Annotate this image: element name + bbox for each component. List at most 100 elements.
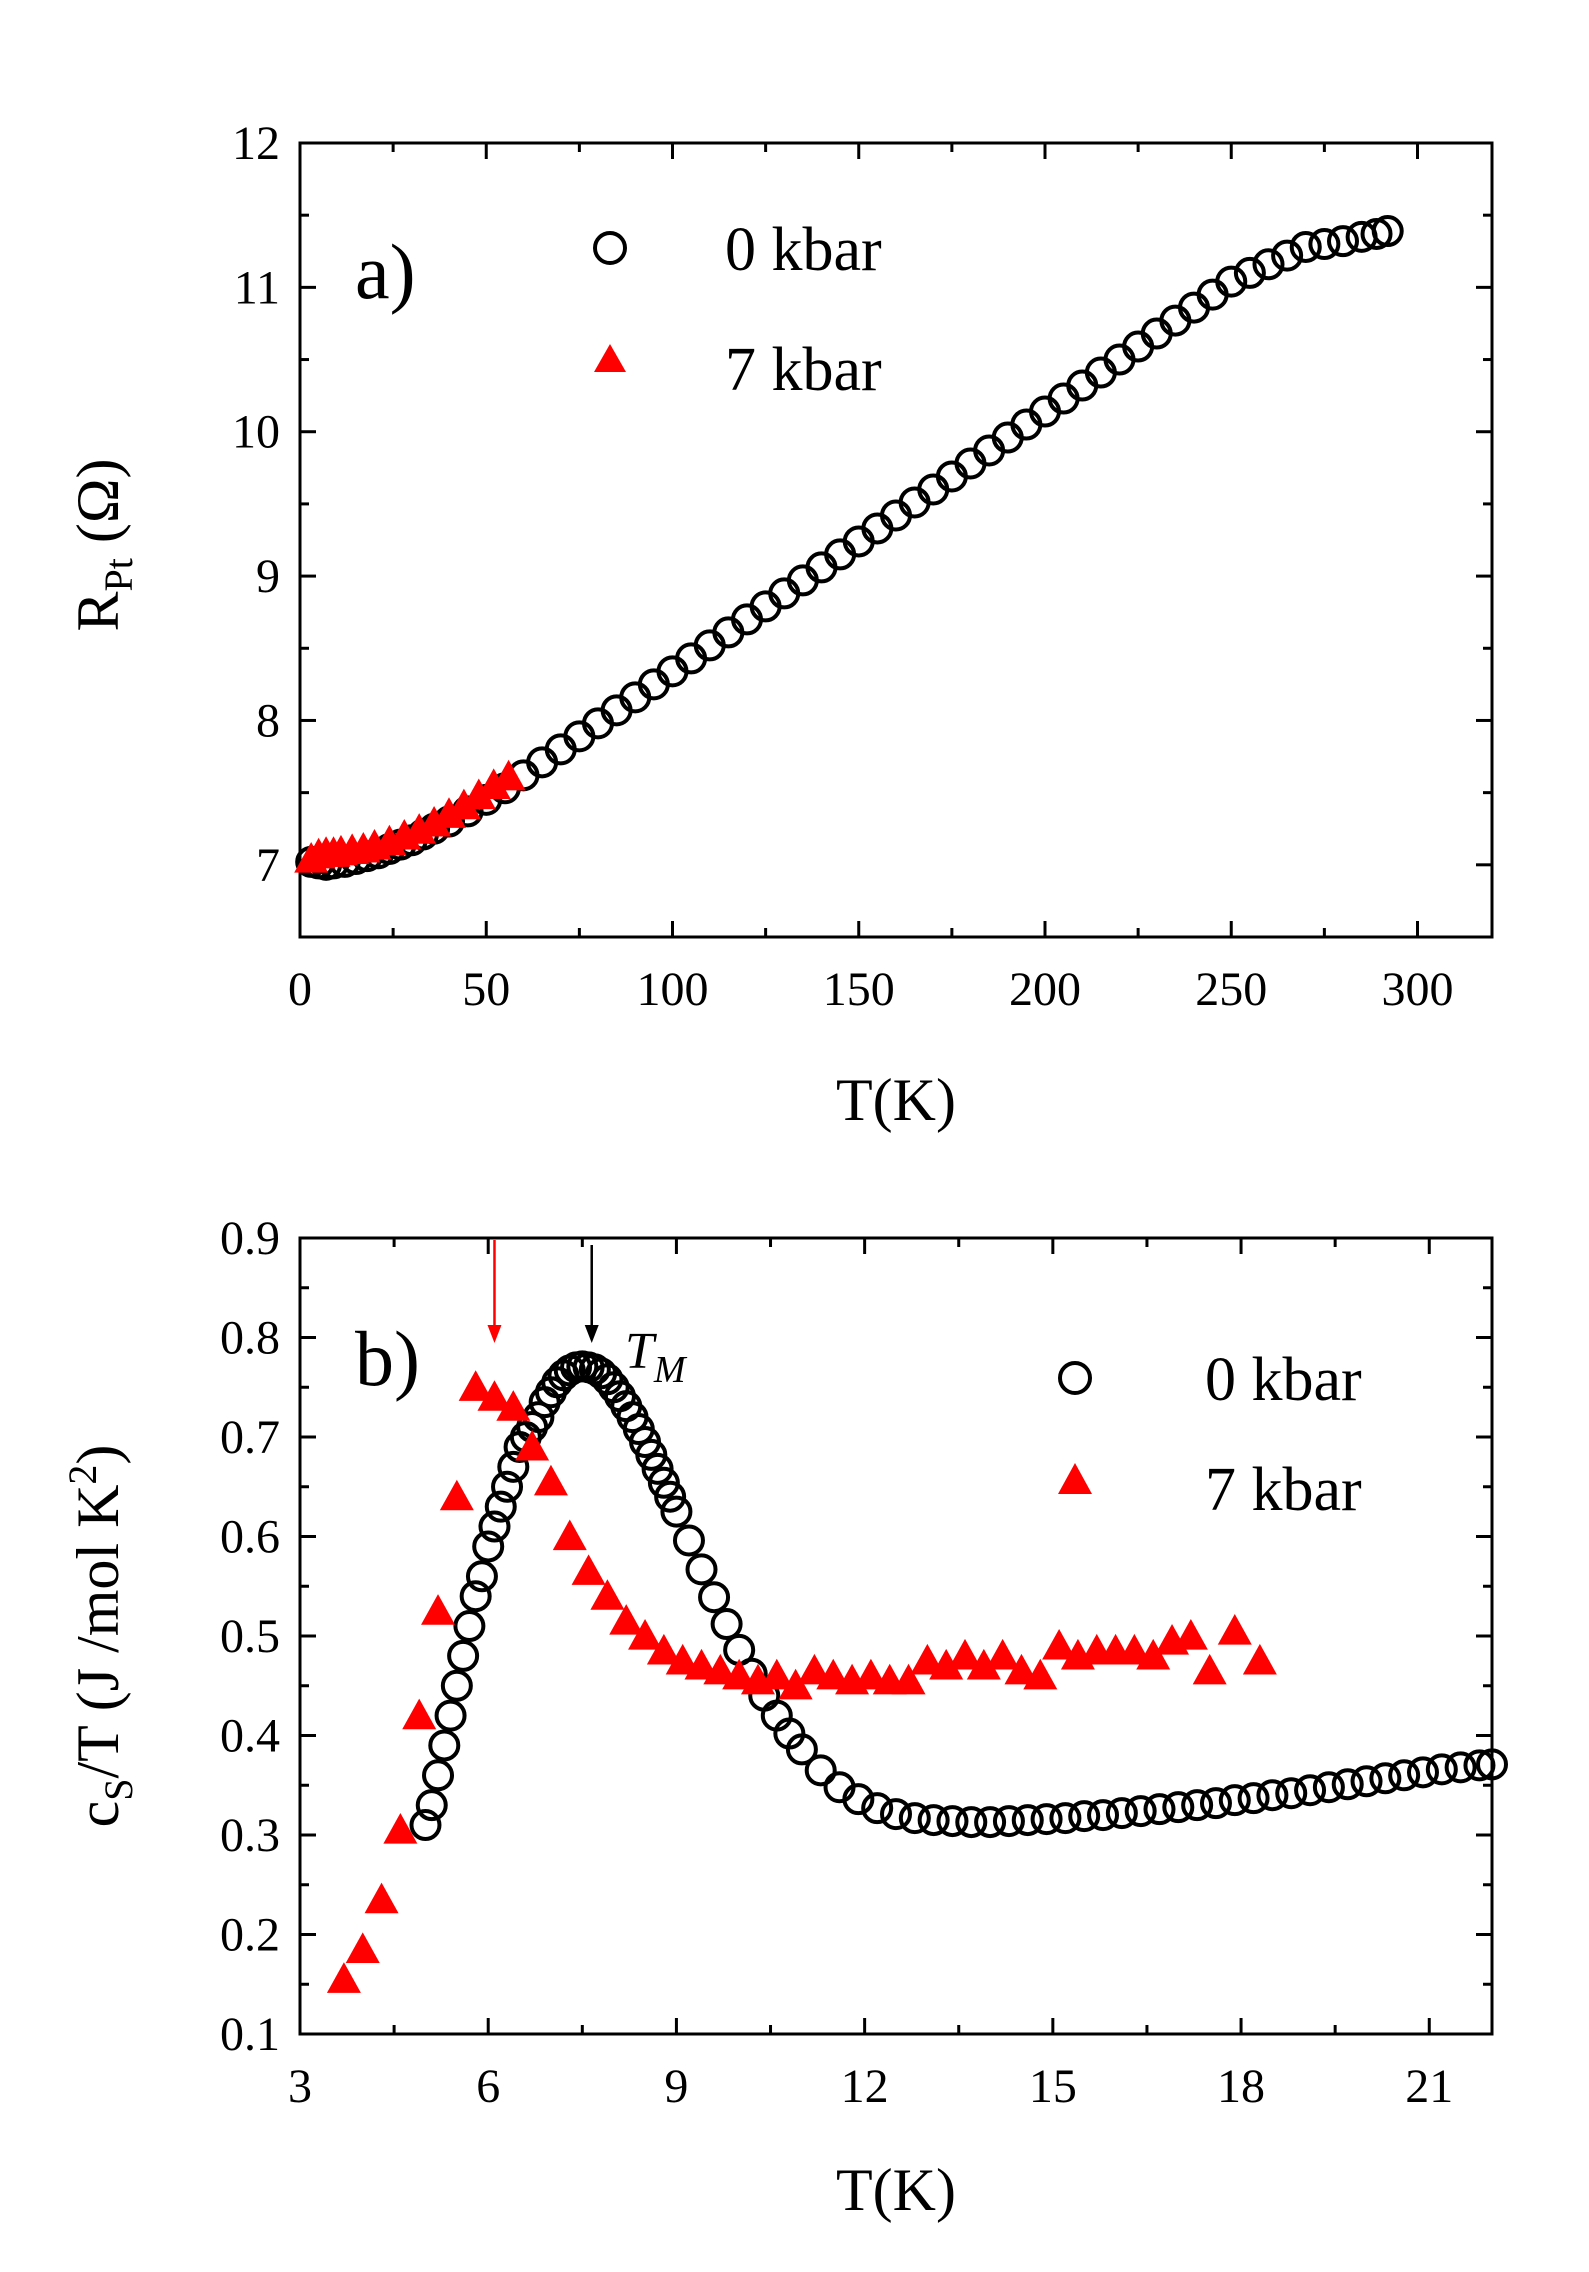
data-point-0kbar-b (1444, 1751, 1477, 1784)
data-point-7kbar-b (646, 1633, 681, 1665)
data-point-0kbar-b (415, 1789, 448, 1822)
data-point-0kbar-b (465, 1560, 498, 1593)
x-axis-title-b: T(K) (836, 2157, 956, 2223)
data-point-0kbar-b (459, 1580, 492, 1613)
data-point-0kbar-b (710, 1608, 743, 1641)
data-point-0kbar-b (1256, 1779, 1289, 1812)
data-point-0kbar-b (1406, 1756, 1439, 1789)
y-tick-label-a: 8 (256, 694, 280, 747)
data-point-7kbar-a (461, 778, 496, 810)
data-point-7kbar-b (985, 1638, 1020, 1670)
y-axis-title-b-sub: S (96, 1779, 141, 1801)
data-point-0kbar-b (842, 1783, 875, 1816)
series-0kbar-a (295, 215, 1404, 881)
x-tick-label-a: 100 (637, 963, 709, 1016)
data-point-0kbar-b (453, 1610, 486, 1643)
arrow-0kbar-head (584, 1325, 599, 1343)
series-7kbar-b (326, 1370, 1277, 1993)
y-tick-label-a: 7 (256, 839, 280, 892)
y-axis-title-a-sub: Pt (96, 558, 141, 591)
data-point-7kbar-b (515, 1429, 550, 1461)
y-axis-title-a: RPt (Ω) (65, 459, 141, 632)
legend-label-7kbar-a: 7 kbar (725, 336, 882, 404)
data-point-0kbar-b (898, 1802, 931, 1835)
y-tick-label-b: 0.9 (220, 1212, 280, 1265)
legend-marker-7kbar-a (594, 344, 626, 372)
data-point-7kbar-b (345, 1932, 380, 1964)
data-point-0kbar-b (861, 1792, 894, 1825)
data-point-0kbar-b (1275, 1777, 1308, 1810)
data-point-7kbar-b (571, 1554, 606, 1585)
data-point-0kbar-b (409, 1809, 442, 1842)
data-point-7kbar-b (684, 1648, 719, 1680)
data-point-0kbar-b (660, 1495, 693, 1528)
data-point-0kbar-b (654, 1480, 687, 1513)
ticks-a: 0 50 100 150 200 250 300 7 8 9 10 11 12 (232, 117, 1492, 1016)
data-point-7kbar-b (458, 1370, 493, 1401)
ticks-b: 3 6 9 12 15 18 21 0.1 0.2 0.3 0.4 0.5 0.6 0.7 0.8 0.9 (220, 1212, 1492, 2113)
data-point-7kbar-b (1117, 1633, 1152, 1665)
y-axis-title-b-sup: 2 (60, 1465, 105, 1485)
panel-label-b: b) (355, 1315, 420, 1402)
legend-label-0kbar-b: 0 kbar (1205, 1346, 1362, 1414)
data-point-7kbar-b (402, 1698, 437, 1730)
data-point-7kbar-b (722, 1658, 757, 1690)
data-point-7kbar-b (628, 1619, 663, 1650)
data-point-7kbar-b (496, 1390, 531, 1421)
data-point-0kbar-b (685, 1553, 718, 1586)
data-point-7kbar-b (1242, 1643, 1277, 1675)
data-point-7kbar-b (364, 1882, 399, 1914)
data-point-0kbar-a (1215, 265, 1248, 298)
series-0kbar-b (409, 1350, 1508, 1842)
data-point-7kbar-b (665, 1643, 700, 1675)
x-tick-label-b: 9 (664, 2060, 688, 2113)
data-point-0kbar-b (1011, 1804, 1044, 1837)
legend-label-7kbar-b: 7 kbar (1205, 1456, 1362, 1524)
annotation-TM: TM (625, 1323, 688, 1391)
legend-marker-7kbar-b (1058, 1463, 1092, 1494)
data-point-0kbar-b (447, 1639, 480, 1672)
data-point-0kbar-b (1199, 1787, 1232, 1820)
x-tick-label-b: 18 (1217, 2060, 1265, 2113)
y-tick-label-b: 0.1 (220, 2008, 280, 2061)
data-point-0kbar-a (1233, 256, 1266, 289)
data-point-0kbar-a (1252, 248, 1285, 281)
data-point-7kbar-a (446, 788, 481, 820)
y-axis-title-b: cS/T (J /mol K2) (60, 1445, 141, 1828)
data-point-0kbar-b (936, 1805, 969, 1838)
data-point-0kbar-b (804, 1754, 837, 1787)
data-point-7kbar-b (816, 1658, 851, 1690)
data-point-0kbar-b (1068, 1800, 1101, 1833)
y-tick-label-b: 0.6 (220, 1511, 280, 1564)
data-point-0kbar-b (1463, 1749, 1496, 1782)
data-point-0kbar-b (422, 1759, 455, 1792)
data-point-0kbar-b (698, 1581, 731, 1614)
data-point-0kbar-b (1350, 1765, 1383, 1798)
x-tick-label-a: 300 (1382, 963, 1454, 1016)
data-point-0kbar-b (1162, 1791, 1195, 1824)
y-tick-label-b: 0.2 (220, 1909, 280, 1962)
x-axis-title-a: T(K) (836, 1067, 956, 1133)
x-tick-label-a: 50 (462, 963, 510, 1016)
data-point-0kbar-b (955, 1806, 988, 1839)
data-point-0kbar-a (1308, 228, 1341, 261)
data-point-7kbar-a (417, 805, 452, 837)
x-tick-label-a: 200 (1009, 963, 1081, 1016)
x-tick-label-a: 150 (823, 963, 895, 1016)
plot-frame-a (298, 141, 1494, 939)
y-tick-label-b: 0.3 (220, 1809, 280, 1862)
legend-label-0kbar-a: 0 kbar (725, 216, 882, 284)
transition-arrows (487, 1240, 599, 1343)
x-tick-label-a: 0 (288, 963, 312, 1016)
data-point-7kbar-b (1042, 1628, 1077, 1660)
data-point-7kbar-b (966, 1648, 1001, 1680)
data-point-0kbar-a (1327, 225, 1359, 258)
data-point-0kbar-b (1476, 1748, 1508, 1781)
y-tick-label-a: 11 (234, 261, 280, 314)
data-point-7kbar-b (948, 1638, 983, 1670)
y-axis-title-b-end: ) (65, 1445, 131, 1465)
data-point-0kbar-b (484, 1490, 517, 1523)
data-point-0kbar-b (1331, 1768, 1364, 1801)
data-point-0kbar-b (491, 1470, 524, 1503)
